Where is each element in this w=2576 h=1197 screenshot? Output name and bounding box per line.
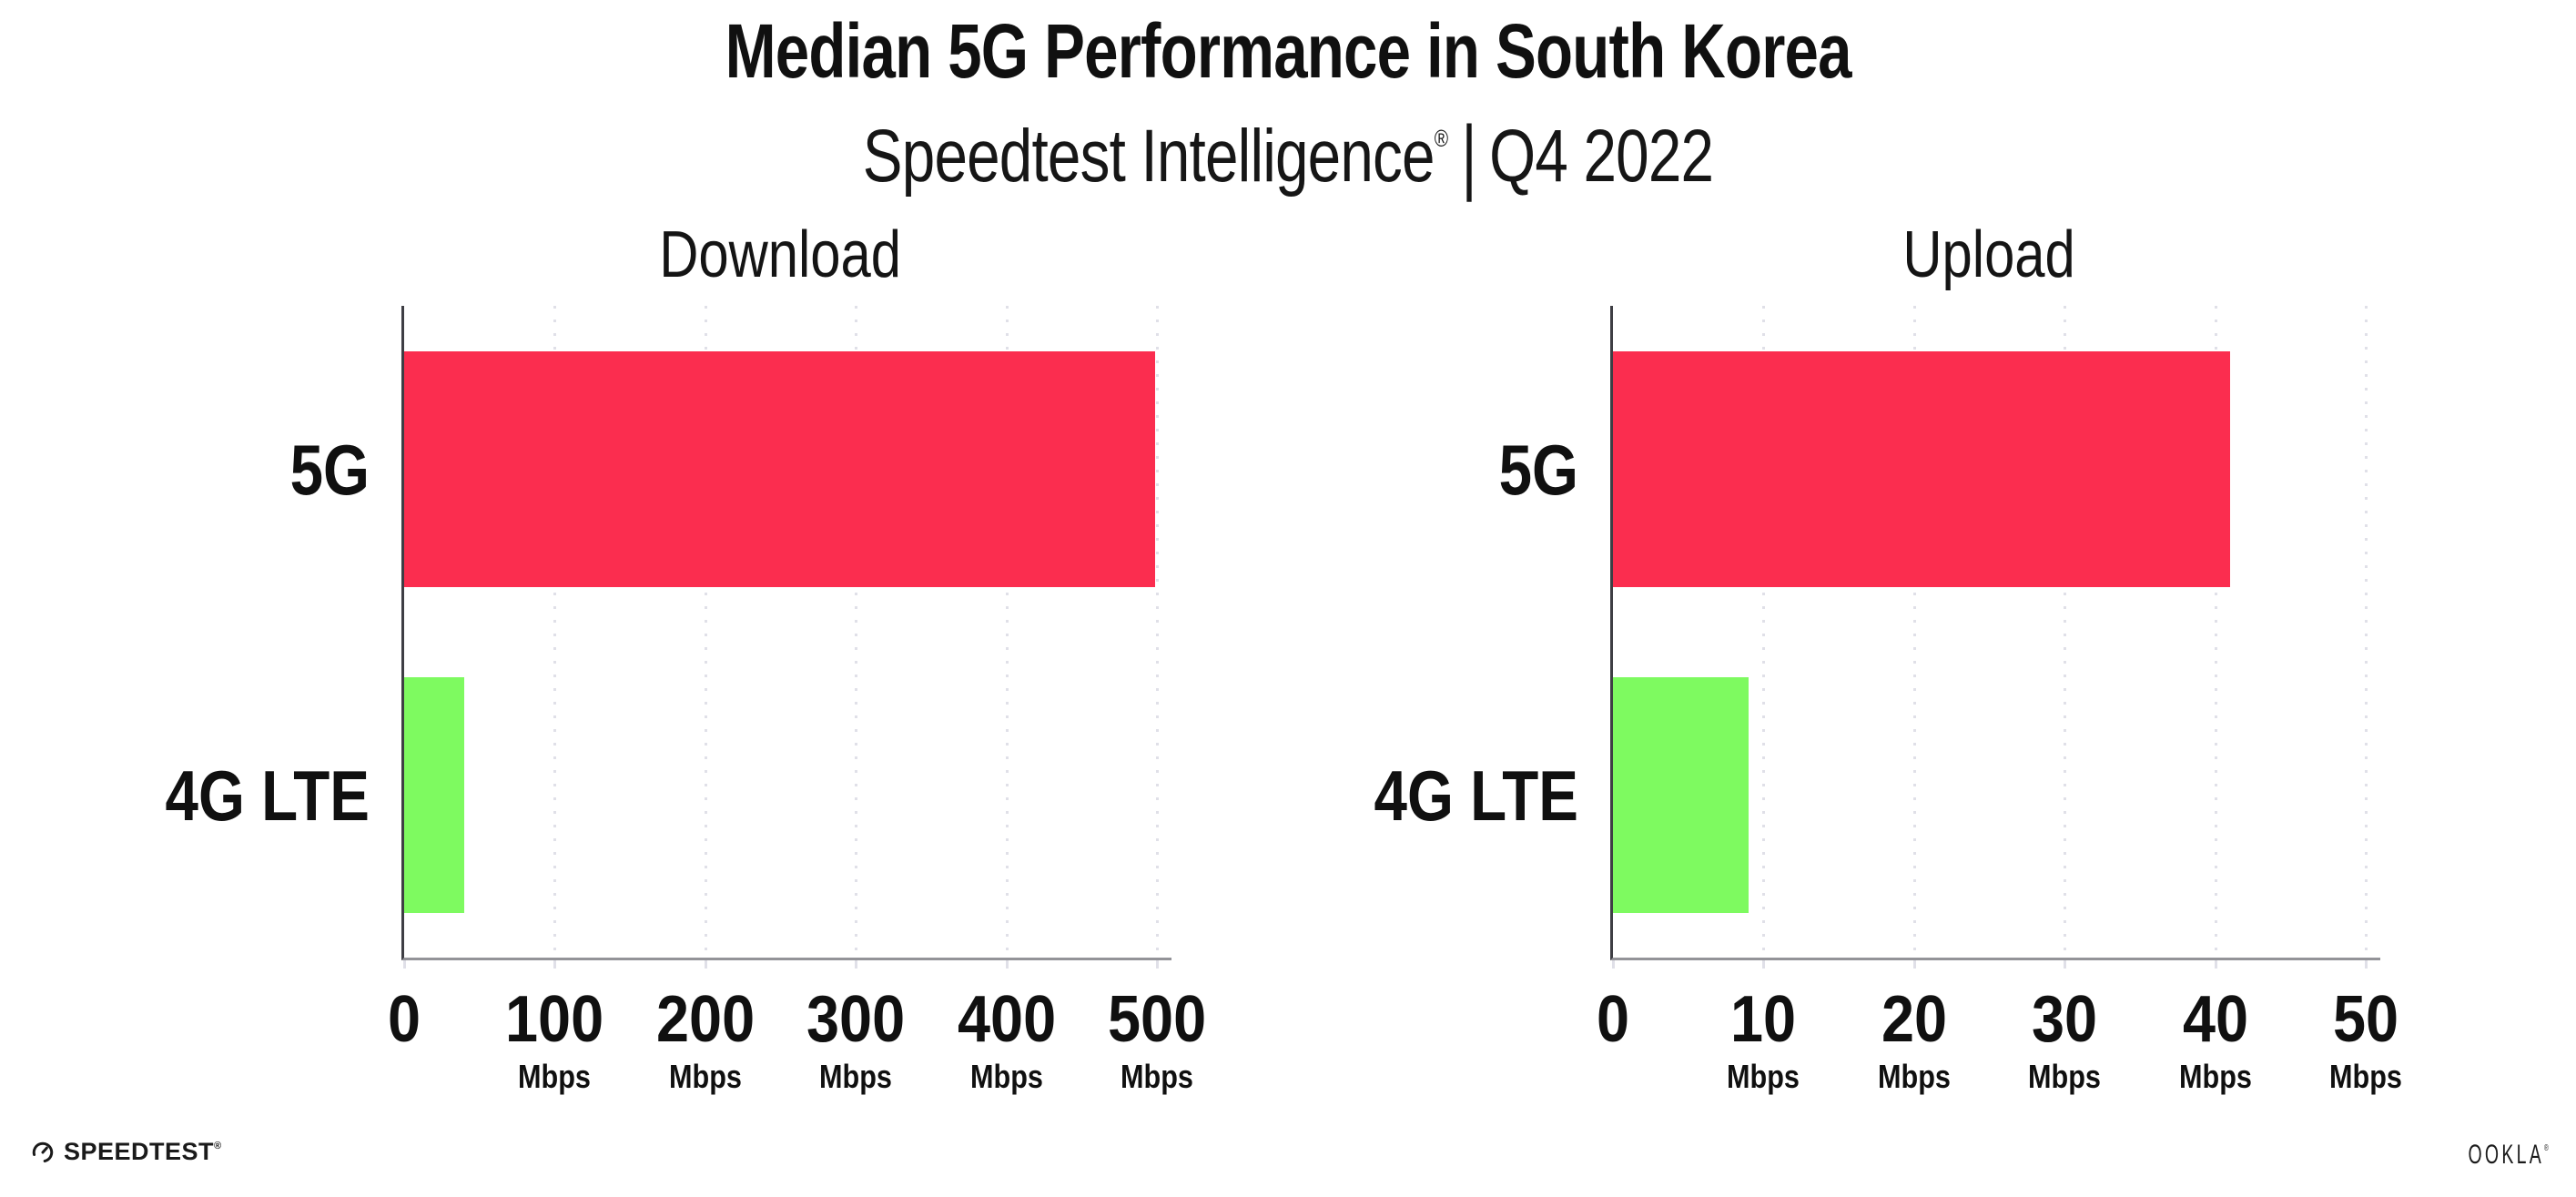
upload-chart-title: Upload	[1902, 218, 2076, 291]
axis-tick	[2214, 960, 2217, 969]
x-tick-label: 500 Mbps	[1107, 983, 1207, 1095]
axis-tick	[1762, 960, 1766, 969]
x-tick-label: 30 Mbps	[2028, 983, 2102, 1095]
axis-tick	[704, 960, 707, 969]
axis-tick	[1612, 960, 1615, 969]
upload-chart: Upload 0 10 Mbps 20 Mbps 30 Mbps 40 Mbps 50 Mbps 5G…	[1374, 218, 2402, 1095]
gridline	[855, 306, 858, 958]
category-label-5g: 5G	[289, 429, 370, 510]
axis-tick	[1912, 960, 1916, 969]
axis-tick	[2064, 960, 2067, 969]
ookla-wordmark: OOKLA®	[2468, 1140, 2549, 1170]
gridline	[2064, 306, 2067, 958]
download-chart: Download 0 100 Mbps 200 Mbps 300 Mbps 400 Mbps 50…	[166, 218, 1207, 1095]
x-tick-unit: Mbps	[1727, 1058, 1800, 1095]
x-tick-unit: Mbps	[2329, 1058, 2402, 1095]
axis-tick	[553, 960, 557, 969]
x-tick-unit: Mbps	[1877, 1058, 1951, 1095]
x-tick-unit: Mbps	[518, 1058, 592, 1095]
axis-tick	[403, 960, 406, 969]
bar-5g	[404, 351, 1156, 587]
x-tick-unit: Mbps	[819, 1058, 893, 1095]
axis-tick	[855, 960, 858, 969]
x-tick-label: 0	[1596, 983, 1630, 1056]
x-tick-label: 100 Mbps	[505, 983, 604, 1095]
x-tick-label: 10 Mbps	[1727, 983, 1800, 1095]
axis-tick	[1156, 960, 1159, 969]
gridline	[1156, 306, 1159, 958]
x-tick-label: 40 Mbps	[2178, 983, 2252, 1095]
subtitle-period: Q4 2022	[1489, 115, 1714, 198]
ookla-registered-mark: ®	[2544, 1143, 2549, 1153]
page-subtitle: Speedtest Intelligence® | Q4 2022	[0, 95, 2576, 202]
page-title: Median 5G Performance in South Korea	[0, 7, 2576, 95]
x-tick-label: 20 Mbps	[1877, 983, 1951, 1095]
gridline	[704, 306, 707, 958]
x-tick-unit: Mbps	[969, 1058, 1043, 1095]
page-title-text: Median 5G Performance in South Korea	[725, 8, 1851, 94]
bar-5g	[1613, 351, 2231, 587]
gridline	[1912, 306, 1916, 958]
x-tick-unit: Mbps	[668, 1058, 742, 1095]
x-tick-label: 200 Mbps	[655, 983, 755, 1095]
x-tick-label: 0	[387, 983, 421, 1056]
bar-4g-lte	[1613, 677, 1749, 913]
registered-mark: ®	[1434, 125, 1449, 152]
x-tick-unit: Mbps	[2028, 1058, 2102, 1095]
gridline	[553, 306, 557, 958]
download-chart-title: Download	[659, 218, 902, 291]
category-label-4g-lte: 4G LTE	[1374, 755, 1578, 836]
category-label-4g-lte: 4G LTE	[165, 755, 370, 836]
gridline	[1005, 306, 1009, 958]
gridline	[1762, 306, 1766, 958]
category-label-5g: 5G	[1498, 429, 1578, 510]
axis-tick	[1005, 960, 1009, 969]
x-tick-label: 300 Mbps	[806, 983, 906, 1095]
bar-4g-lte	[404, 677, 465, 913]
x-tick-unit: Mbps	[1121, 1058, 1193, 1095]
x-tick-unit: Mbps	[2178, 1058, 2252, 1095]
speedtest-logo: SPEEDTEST®	[31, 1138, 222, 1166]
speedtest-gauge-icon	[32, 1141, 54, 1162]
page-subtitle-text: Speedtest Intelligence® | Q4 2022	[862, 95, 1714, 202]
speedtest-registered-mark: ®	[214, 1141, 222, 1151]
ookla-logo: OOKLA®	[2425, 1140, 2549, 1171]
gridline	[2214, 306, 2217, 958]
gridline	[2365, 306, 2368, 958]
subtitle-brand: Speedtest Intelligence	[862, 115, 1435, 198]
subtitle-separator: |	[1461, 109, 1476, 203]
axis-tick	[2365, 960, 2368, 969]
speedtest-wordmark: SPEEDTEST®	[64, 1138, 222, 1165]
x-tick-label: 400 Mbps	[957, 983, 1056, 1095]
gauge-needle	[41, 1146, 48, 1153]
x-tick-label: 50 Mbps	[2329, 983, 2402, 1095]
